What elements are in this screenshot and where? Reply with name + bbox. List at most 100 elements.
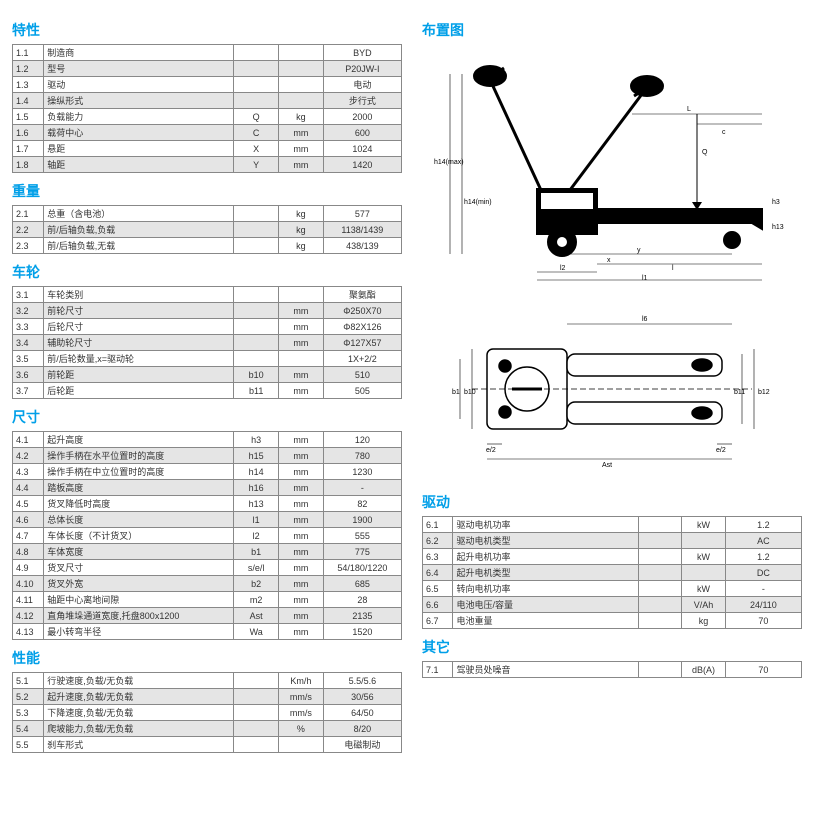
layout-title: 布置图 bbox=[422, 20, 802, 40]
cell-unit: kW bbox=[682, 581, 726, 597]
cell-sym: h14 bbox=[234, 464, 279, 480]
cell-label: 辅助轮尺寸 bbox=[44, 335, 234, 351]
cell-unit: mm bbox=[279, 125, 324, 141]
table-row: 4.5货叉降低时高度h13mm82 bbox=[13, 496, 402, 512]
cell-label: 车轮类别 bbox=[44, 287, 234, 303]
cell-n: 3.1 bbox=[13, 287, 44, 303]
cell-unit: kg bbox=[279, 222, 324, 238]
cell-label: 轴距 bbox=[44, 157, 234, 173]
cell-val: 555 bbox=[323, 528, 401, 544]
cell-n: 2.1 bbox=[13, 206, 44, 222]
pallet-truck-top-svg: l6 b1 b10 b11 b12 e/2 e/2 Ast bbox=[432, 304, 792, 474]
cell-n: 5.2 bbox=[13, 689, 44, 705]
cell-label: 车体长度（不计货叉） bbox=[44, 528, 234, 544]
cell-label: 载荷中心 bbox=[44, 125, 234, 141]
table-row: 5.3下降速度,负载/无负载mm/s64/50 bbox=[13, 705, 402, 721]
cell-sym bbox=[638, 533, 682, 549]
cell-sym bbox=[234, 335, 279, 351]
cell-val: 28 bbox=[323, 592, 401, 608]
cell-val: - bbox=[725, 581, 801, 597]
cell-sym: C bbox=[234, 125, 279, 141]
cell-label: 驾驶员处噪音 bbox=[453, 662, 638, 678]
cell-n: 6.4 bbox=[423, 565, 453, 581]
cell-sym: l1 bbox=[234, 512, 279, 528]
dim-e2a: e/2 bbox=[486, 447, 496, 454]
table-row: 6.1驱动电机功率kW1.2 bbox=[423, 517, 802, 533]
cell-sym bbox=[234, 689, 279, 705]
cell-unit bbox=[279, 351, 324, 367]
table-row: 6.4起升电机类型DC bbox=[423, 565, 802, 581]
cell-label: 总重（含电池） bbox=[44, 206, 234, 222]
table-row: 1.5负载能力Qkg2000 bbox=[13, 109, 402, 125]
cell-unit: mm bbox=[279, 576, 324, 592]
cell-unit: mm bbox=[279, 496, 324, 512]
table-row: 5.2起升速度,负载/无负载mm/s30/56 bbox=[13, 689, 402, 705]
cell-val: - bbox=[323, 480, 401, 496]
cell-unit: mm bbox=[279, 383, 324, 399]
cell-sym bbox=[638, 597, 682, 613]
cell-n: 3.3 bbox=[13, 319, 44, 335]
cell-label: 电池重量 bbox=[453, 613, 638, 629]
cell-sym bbox=[234, 303, 279, 319]
cell-unit: mm bbox=[279, 560, 324, 576]
cell-label: 轴距中心离地间隙 bbox=[44, 592, 234, 608]
cell-label: 制造商 bbox=[44, 45, 234, 61]
dim-b10: b10 bbox=[464, 389, 476, 396]
cell-n: 4.5 bbox=[13, 496, 44, 512]
cell-sym: X bbox=[234, 141, 279, 157]
cell-val: 电动 bbox=[323, 77, 401, 93]
cell-sym: h15 bbox=[234, 448, 279, 464]
cell-unit bbox=[279, 93, 324, 109]
cell-label: 悬距 bbox=[44, 141, 234, 157]
cell-unit bbox=[279, 737, 324, 753]
right-column: 布置图 bbox=[422, 12, 802, 757]
cell-label: 前/后轮数量,x=驱动轮 bbox=[44, 351, 234, 367]
cell-sym bbox=[234, 319, 279, 335]
cell-sym bbox=[234, 222, 279, 238]
cell-val: 1420 bbox=[323, 157, 401, 173]
table-row: 5.5刹车形式电磁制动 bbox=[13, 737, 402, 753]
cell-val: P20JW-I bbox=[323, 61, 401, 77]
spec-table: 7.1驾驶员处噪音dB(A)70 bbox=[422, 661, 802, 678]
cell-n: 3.5 bbox=[13, 351, 44, 367]
cell-n: 5.5 bbox=[13, 737, 44, 753]
cell-label: 直角堆垛通道宽度,托盘800x1200 bbox=[44, 608, 234, 624]
cell-unit: kW bbox=[682, 549, 726, 565]
cell-label: 驱动电机功率 bbox=[453, 517, 638, 533]
cell-unit: mm bbox=[279, 335, 324, 351]
cell-unit bbox=[279, 45, 324, 61]
cell-n: 4.11 bbox=[13, 592, 44, 608]
cell-val: 2135 bbox=[323, 608, 401, 624]
cell-unit: mm bbox=[279, 464, 324, 480]
dim-c: c bbox=[722, 129, 726, 136]
cell-n: 2.3 bbox=[13, 238, 44, 254]
cell-n: 4.1 bbox=[13, 432, 44, 448]
cell-sym bbox=[234, 93, 279, 109]
cell-sym bbox=[234, 77, 279, 93]
cell-n: 6.2 bbox=[423, 533, 453, 549]
spec-table: 3.1车轮类别聚氨酯3.2前轮尺寸mmΦ250X703.3后轮尺寸mmΦ82X1… bbox=[12, 286, 402, 399]
section-title: 特性 bbox=[12, 20, 402, 40]
cell-val: 30/56 bbox=[323, 689, 401, 705]
cell-sym bbox=[234, 351, 279, 367]
cell-label: 下降速度,负载/无负载 bbox=[44, 705, 234, 721]
table-row: 4.13最小转弯半径Wamm1520 bbox=[13, 624, 402, 640]
cell-label: 起升电机功率 bbox=[453, 549, 638, 565]
cell-n: 1.5 bbox=[13, 109, 44, 125]
cell-sym bbox=[234, 737, 279, 753]
cell-unit: mm bbox=[279, 592, 324, 608]
cell-n: 6.6 bbox=[423, 597, 453, 613]
cell-unit: mm bbox=[279, 512, 324, 528]
cell-val: 685 bbox=[323, 576, 401, 592]
cell-unit: mm bbox=[279, 303, 324, 319]
section-title: 车轮 bbox=[12, 262, 402, 282]
cell-unit: mm/s bbox=[279, 705, 324, 721]
cell-unit: kg bbox=[279, 238, 324, 254]
table-row: 4.2操作手柄在水平位置时的高度h15mm780 bbox=[13, 448, 402, 464]
table-row: 4.11轴距中心离地间隙m2mm28 bbox=[13, 592, 402, 608]
table-row: 7.1驾驶员处噪音dB(A)70 bbox=[423, 662, 802, 678]
cell-unit: kg bbox=[279, 206, 324, 222]
cell-unit: kW bbox=[682, 517, 726, 533]
cell-n: 1.4 bbox=[13, 93, 44, 109]
cell-unit: mm bbox=[279, 319, 324, 335]
